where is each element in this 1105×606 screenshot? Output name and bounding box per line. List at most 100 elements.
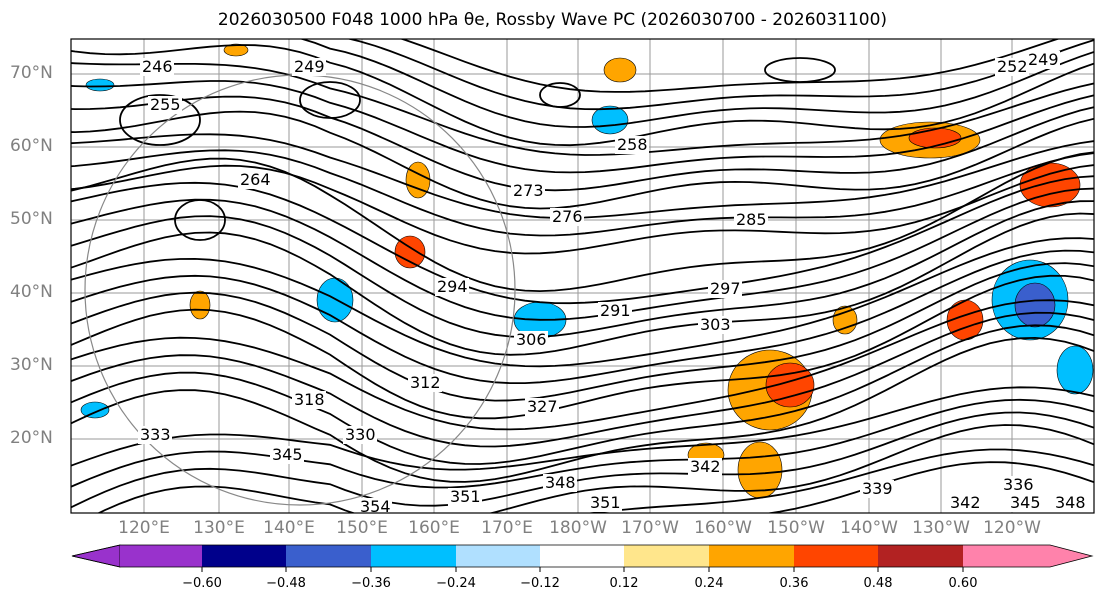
colorbar-segment <box>624 545 709 567</box>
theta-e-contour <box>71 151 1094 293</box>
contour-label: 330 <box>345 425 376 444</box>
theta-e-contour <box>71 386 1094 471</box>
colorbar-segment <box>794 545 878 567</box>
theta-e-contour <box>71 62 1094 156</box>
colorbar-segment <box>120 545 202 567</box>
colorbar-segment <box>456 545 540 567</box>
anomaly-shading <box>908 127 962 149</box>
lat-label: 60°N <box>10 136 53 156</box>
theta-e-contour <box>71 212 1094 356</box>
theta-e-contour <box>346 39 1094 111</box>
lat-label: 70°N <box>10 63 53 83</box>
theta-e-contour <box>71 411 1094 509</box>
colorbar-outline <box>71 544 1094 568</box>
colorbar-segment <box>709 545 794 567</box>
lon-label: 170°W <box>621 518 679 538</box>
contour-label: 255 <box>150 95 181 114</box>
lon-label: 160°E <box>408 518 460 538</box>
theta-e-contour <box>71 299 1094 431</box>
colorbar-tick-label: −0.12 <box>520 576 560 591</box>
contour-label: 348 <box>545 473 576 492</box>
lon-label: 120°E <box>118 518 170 538</box>
anomaly-shading <box>1014 282 1056 328</box>
contour-label: 291 <box>600 301 631 320</box>
map-title: 2026030500 F048 1000 hPa θe, Rossby Wave… <box>217 10 888 30</box>
theta-e-contour <box>765 461 1094 513</box>
colorbar-segment <box>371 545 456 567</box>
contour-label: 348 <box>1055 493 1086 512</box>
contour-label: 312 <box>410 373 441 392</box>
lon-label: 140°W <box>840 518 898 538</box>
anomaly-shading <box>85 78 115 92</box>
contour-label: 294 <box>437 277 468 296</box>
anomaly-shading <box>223 43 249 57</box>
anomaly-shading <box>765 362 815 408</box>
colorbar-extend-low <box>71 544 121 568</box>
lon-label: 170°E <box>481 518 533 538</box>
theta-e-contour <box>764 57 836 83</box>
theta-e-contour <box>71 175 1094 305</box>
theta-e-contour <box>71 237 1094 368</box>
contour-label: 339 <box>862 479 893 498</box>
contour-label: 303 <box>700 315 731 334</box>
colorbar-tick-label: −0.60 <box>182 576 222 591</box>
anomaly-shading <box>603 57 637 83</box>
anomaly-shading <box>394 235 426 269</box>
theta-e-contour <box>71 200 1094 339</box>
lat-label: 30°N <box>10 355 53 375</box>
theta-e-contour <box>71 133 1094 219</box>
colorbar-segment <box>540 545 624 567</box>
theta-e-contour <box>96 424 1094 513</box>
contour-label: 264 <box>240 170 271 189</box>
colorbar-segment <box>202 545 286 567</box>
theta-e-contour <box>71 149 1094 237</box>
contour-label: 351 <box>450 487 481 506</box>
contour-label: 342 <box>690 457 721 476</box>
colorbar-tick-label: 0.60 <box>948 576 978 591</box>
anomaly-shading <box>832 305 858 335</box>
colorbar-segment <box>286 545 371 567</box>
lon-label: 160°W <box>694 518 752 538</box>
theta-e-contour <box>71 274 1094 420</box>
contour-label: 252 <box>997 57 1028 76</box>
theta-e-contour <box>399 39 1061 93</box>
lon-label: 150°W <box>767 518 825 538</box>
contour-label: 354 <box>360 497 391 516</box>
colorbar-tick-label: 0.48 <box>863 576 893 591</box>
theta-e-contour <box>71 80 1094 174</box>
lat-label: 50°N <box>10 209 53 229</box>
theta-e-contour <box>71 262 1094 402</box>
theta-e-contour <box>71 95 1094 192</box>
colorbar-tick-label: 0.36 <box>779 576 809 591</box>
contour-label: 285 <box>736 210 767 229</box>
contour-label: 318 <box>294 390 325 409</box>
theta-e-contour <box>71 336 1094 483</box>
map-frame <box>70 38 1095 514</box>
contour-label: 297 <box>710 279 741 298</box>
colorbar-segment <box>878 545 963 567</box>
theta-e-contour <box>174 199 226 241</box>
theta-e-contour <box>71 324 1094 465</box>
colorbar-tick-label: 0.12 <box>609 576 639 591</box>
lon-label: 140°E <box>263 518 315 538</box>
contour-label: 351 <box>590 493 621 512</box>
theta-e-contour <box>71 110 1094 210</box>
contour-label: 246 <box>142 57 173 76</box>
theta-e-contour <box>71 187 1094 321</box>
lon-label: 150°E <box>336 518 388 538</box>
contour-label: 249 <box>294 57 325 76</box>
theta-e-contour <box>71 164 1094 255</box>
contour-label: 333 <box>140 425 171 444</box>
lon-label: 130°W <box>912 518 970 538</box>
contour-label: 258 <box>617 135 648 154</box>
theta-e-contour <box>71 249 1094 384</box>
lon-label: 180°W <box>549 518 607 538</box>
contour-label: 249 <box>1028 50 1059 69</box>
colorbar <box>71 544 1094 572</box>
theta-e-contour <box>299 39 1094 128</box>
colorbar-tick-label: −0.36 <box>351 576 391 591</box>
theta-e-contour <box>71 44 1094 147</box>
theta-e-contour <box>71 398 1094 489</box>
